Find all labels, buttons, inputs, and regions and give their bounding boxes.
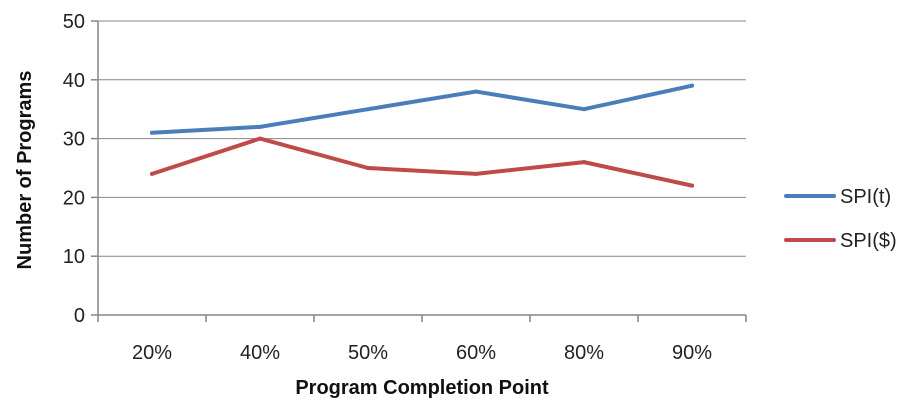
series-line-1	[150, 136, 694, 188]
series-line-0	[150, 83, 694, 135]
gridlines	[91, 20, 746, 316]
y-tick-label: 50	[63, 11, 85, 33]
y-axis-title: Number of Programs	[14, 71, 36, 270]
data-point	[258, 124, 262, 129]
data-point	[258, 136, 262, 141]
y-tick-label: 10	[63, 246, 85, 268]
y-tick-label: 30	[63, 129, 85, 151]
x-tick-label: 20%	[132, 342, 172, 364]
legend: SPI(t) SPI($)	[784, 186, 897, 252]
data-point	[474, 171, 478, 176]
data-point	[366, 107, 370, 112]
series-lines	[150, 83, 694, 188]
x-tick-label: 40%	[240, 342, 280, 364]
x-tick-label: 80%	[564, 342, 604, 364]
y-tick-labels: 0 10 20 30 40 50	[63, 11, 85, 327]
y-tick-label: 20	[63, 187, 85, 209]
axes	[97, 21, 746, 316]
x-tick-label: 60%	[456, 342, 496, 364]
y-tick-label: 40	[63, 70, 85, 92]
x-tick-labels: 20% 40% 50% 60% 80% 90%	[97, 315, 747, 364]
data-point	[582, 160, 586, 165]
data-point	[582, 107, 586, 112]
data-point	[474, 89, 478, 94]
data-point	[150, 130, 154, 135]
data-point	[690, 183, 694, 188]
data-point	[690, 83, 694, 88]
data-point	[150, 171, 154, 176]
x-axis-title: Program Completion Point	[295, 377, 549, 399]
x-tick-label: 50%	[348, 342, 388, 364]
x-tick-label: 90%	[672, 342, 712, 364]
data-point	[366, 166, 370, 170]
legend-label: SPI($)	[840, 230, 897, 252]
legend-label: SPI(t)	[840, 186, 891, 208]
y-tick-label: 0	[74, 305, 85, 327]
